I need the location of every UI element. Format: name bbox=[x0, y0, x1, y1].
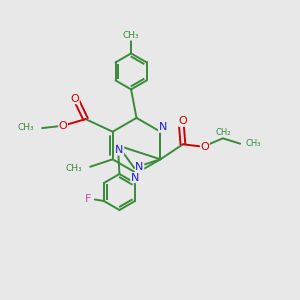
Text: CH₃: CH₃ bbox=[246, 139, 261, 148]
Text: CH₃: CH₃ bbox=[123, 31, 140, 40]
Text: O: O bbox=[200, 142, 209, 152]
Text: O: O bbox=[178, 116, 187, 126]
Text: N: N bbox=[135, 162, 144, 172]
Text: CH₃: CH₃ bbox=[17, 123, 34, 132]
Text: O: O bbox=[70, 94, 79, 104]
Text: N: N bbox=[159, 122, 167, 132]
Text: F: F bbox=[85, 194, 92, 204]
Text: CH₂: CH₂ bbox=[215, 128, 231, 137]
Text: N: N bbox=[115, 145, 124, 155]
Text: O: O bbox=[59, 121, 68, 131]
Text: CH₃: CH₃ bbox=[65, 164, 82, 173]
Text: N: N bbox=[131, 172, 139, 183]
